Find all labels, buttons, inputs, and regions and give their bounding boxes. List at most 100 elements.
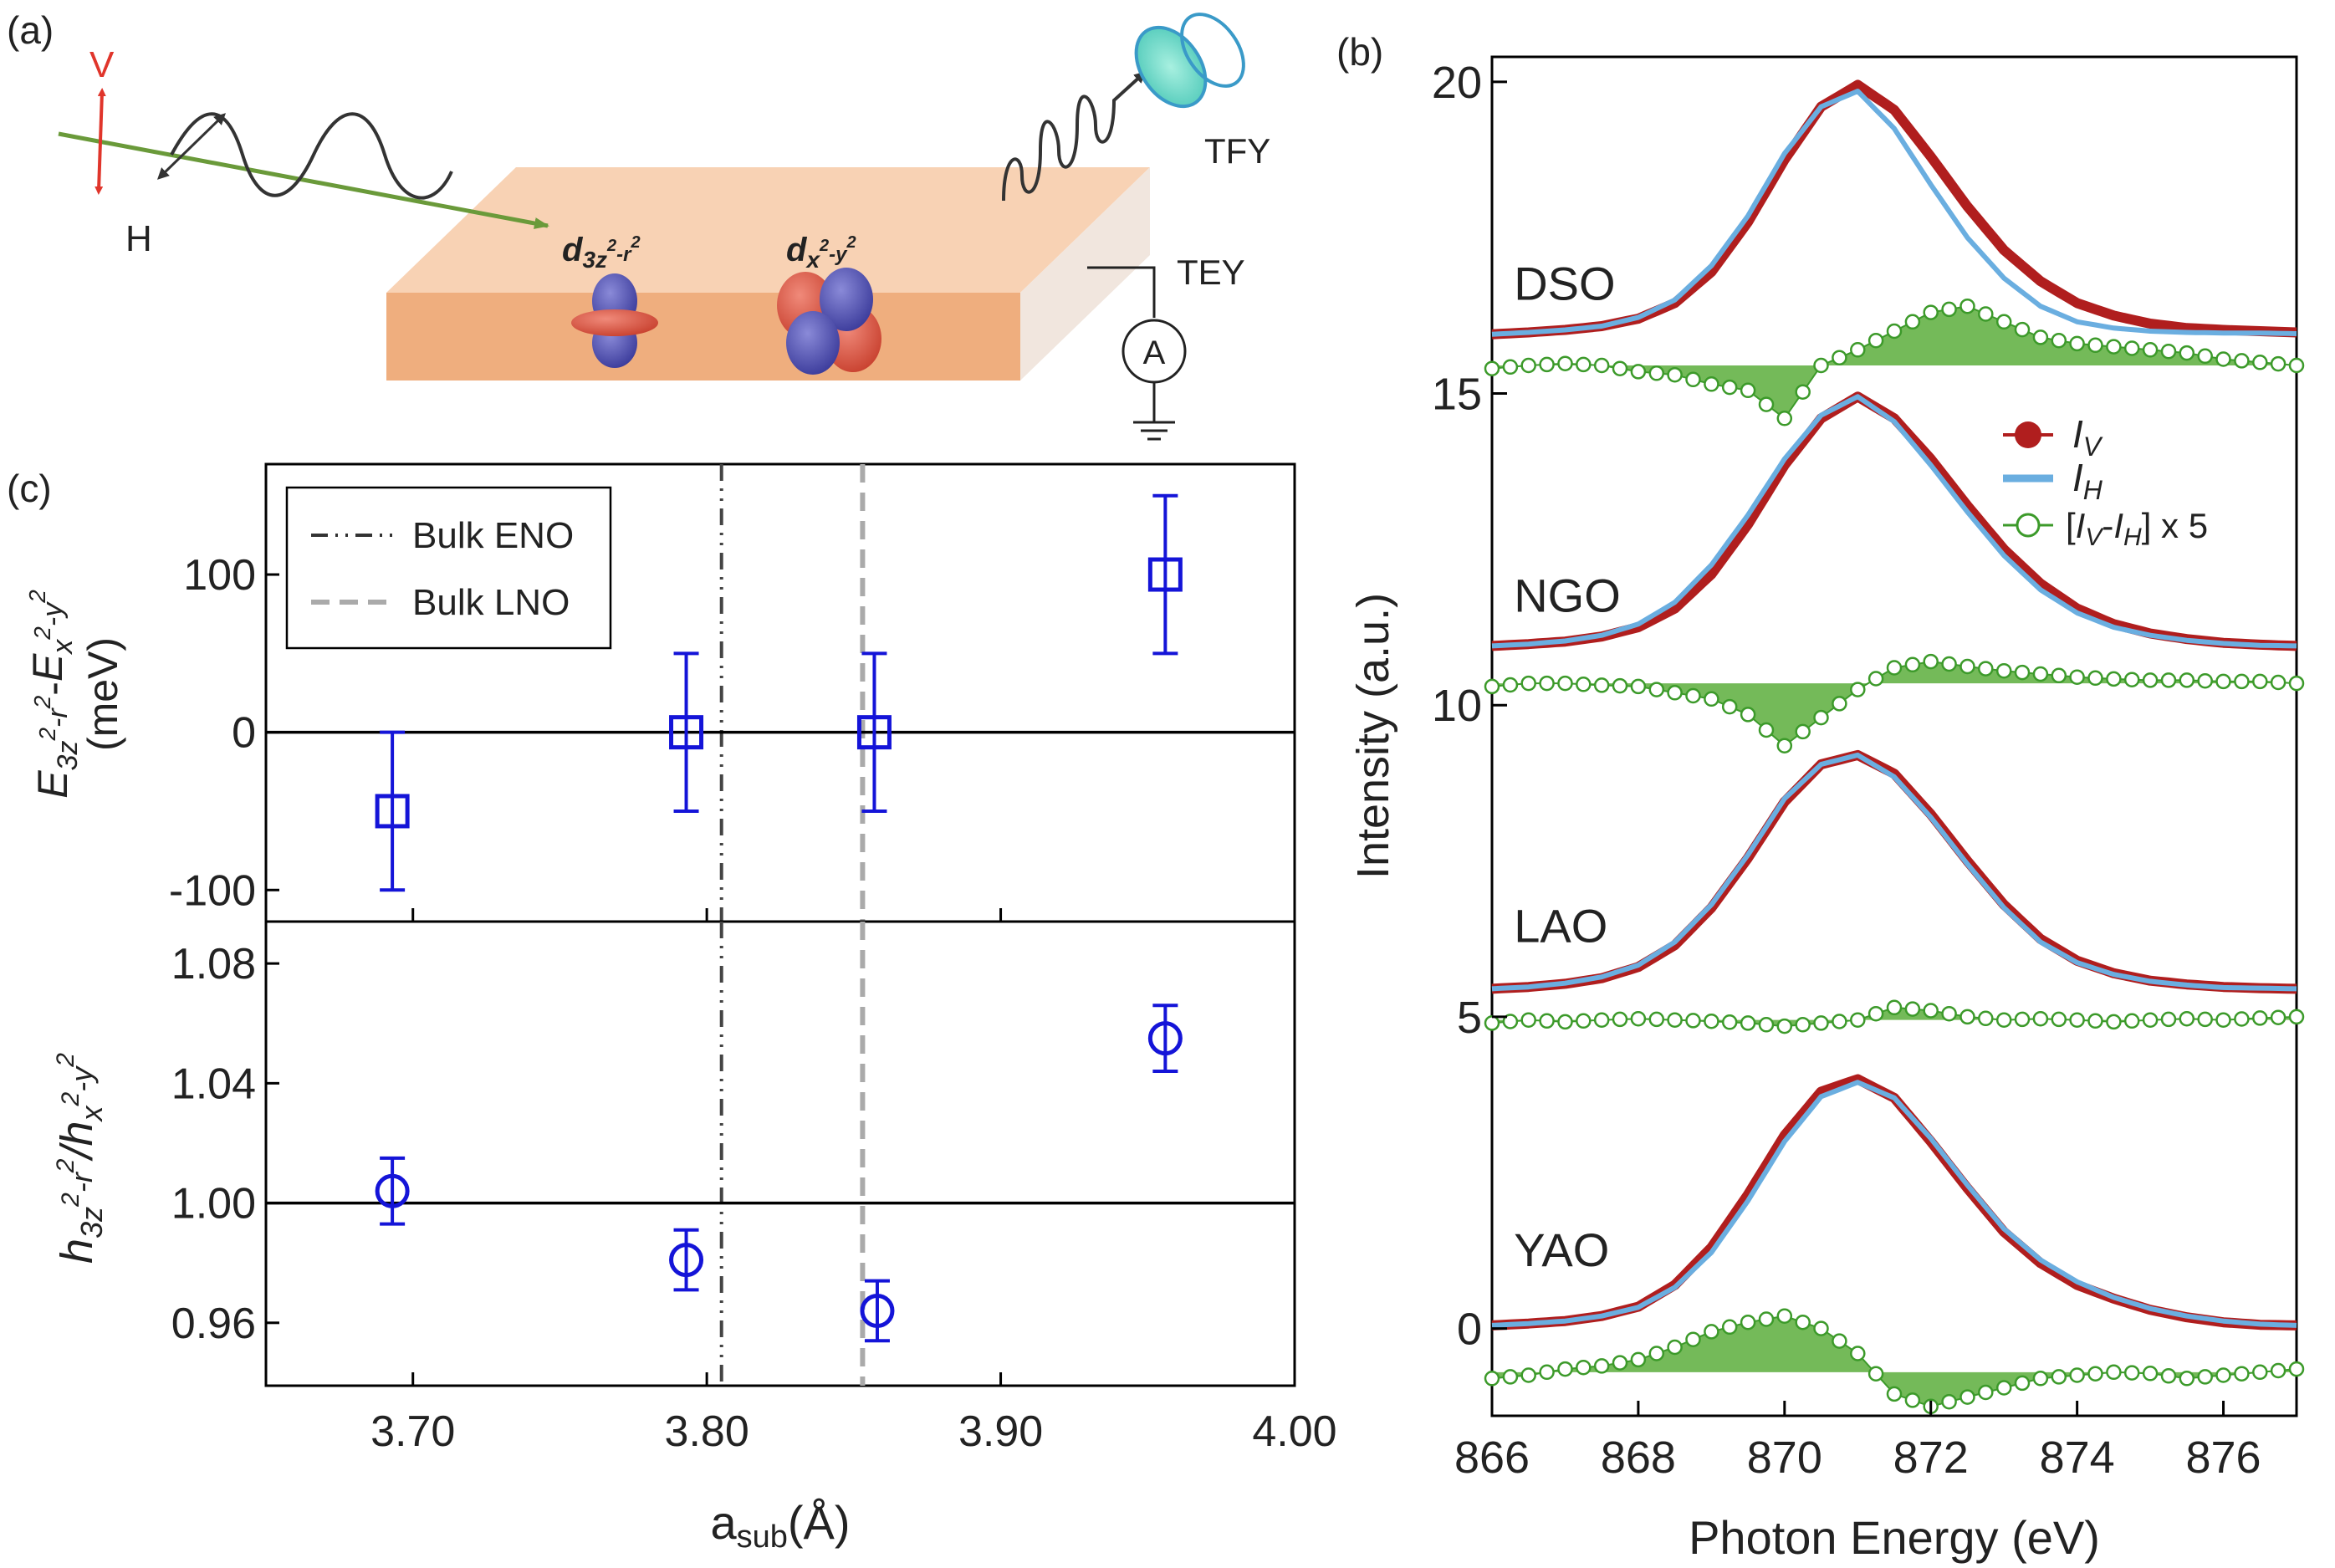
diff-point-yao [2252,1364,2268,1381]
diff-point-lao [1630,1010,1647,1027]
diff-point-dso [1704,376,1719,392]
diff-point-ngo [1740,707,1756,723]
plot-frame-c-bottom [264,920,1296,1387]
diff-point-lao [2123,1013,2140,1029]
diff-point-dso [1740,382,1756,399]
x-tick-label-b: 870 [1747,1433,1822,1483]
diff-point-yao [1704,1324,1719,1340]
sample-slab [386,167,1150,381]
diff-point-lao [1850,1012,1866,1028]
diff-point-lao [2069,1012,2085,1028]
diff-fill-dso [1492,306,2297,419]
panel-a-schematic: (a) V H d3z2-r2 dx2-y2 [7,8,1270,441]
diff-point-yao [1502,1369,1519,1385]
legend-b: IV IH [IV-IH] x 5 [2003,412,2208,551]
y-tick-label-c-bottom: 0.96 [171,1300,256,1348]
diff-point-lao [1539,1013,1555,1029]
legend-eno-text: Bulk ENO [412,515,574,556]
diff-point-yao [1850,1346,1866,1361]
x-tick-label-c-bottom: 3.80 [665,1407,749,1456]
diff-point-lao [1685,1013,1701,1029]
diff-point-ngo [1832,696,1847,712]
diff-point-ngo [1648,682,1665,697]
diff-point-dso [1832,350,1847,365]
data-point-c-bottom [375,1173,410,1208]
diff-point-yao [1995,1380,2012,1396]
diff-point-yao [2142,1366,2159,1382]
diff-point-yao [2270,1362,2286,1379]
legend-diff-text: [IV-IH] x 5 [2066,506,2208,551]
diff-point-ngo [1520,675,1536,692]
diff-point-dso [2252,355,2268,370]
diff-point-dso [1758,396,1775,412]
diff-point-lao [1648,1011,1665,1028]
diff-point-yao [1795,1314,1811,1331]
diff-point-yao [1593,1358,1610,1374]
diff-point-dso [2197,348,2213,365]
diff-point-yao [1539,1364,1555,1381]
legend-lno-text: Bulk LNO [412,582,570,623]
diff-point-yao [2087,1366,2103,1382]
plot-frame-b [1490,55,2298,1417]
diff-point-ngo [1795,723,1811,740]
diff-point-lao [1740,1015,1756,1031]
diff-point-ngo [1704,691,1719,707]
diff-point-lao [1612,1011,1628,1028]
c-bottom-content: 0.96 1.00 1.04 1.08 3.70 3.80 3.90 4.00 [171,922,1337,1456]
y-tick-label-b: 20 [1432,58,1482,108]
diff-point-ngo [1484,678,1500,695]
y-tick-label-b: 5 [1457,993,1482,1043]
diff-point-dso [1502,359,1519,375]
diff-point-lao [1776,1018,1793,1034]
diff-point-ngo [1941,656,1957,672]
orbital-d3z2-r2 [571,273,658,368]
data-point-c-bottom [669,1243,704,1278]
diff-point-yao [2215,1367,2231,1383]
diff-point-yao [1630,1351,1647,1368]
tey-label: TEY [1177,253,1245,292]
orbital-dx2-y2 [777,268,881,375]
diff-point-yao [2288,1361,2305,1377]
diff-point-ngo [1978,661,1994,677]
diff-point-lao [2234,1011,2250,1027]
diff-point-yao [1520,1367,1536,1383]
x-tick-label-b: 872 [1893,1433,1969,1483]
x-tick-label-b: 876 [2185,1433,2261,1483]
diff-point-yao [2234,1366,2250,1382]
y-axis-title-c-bottom: h3z2-r2/hx2-y2 [52,1053,109,1264]
diff-point-dso [2069,335,2085,352]
diff-point-dso [2270,355,2286,372]
y-tick-label-c-top: -100 [169,866,256,915]
diff-point-dso [2288,357,2305,374]
diff-point-ngo [2234,673,2250,690]
diff-point-dso [1576,356,1592,373]
diff-point-dso [2215,351,2231,367]
diff-point-yao [1758,1311,1775,1327]
diff-point-ngo [1576,677,1592,692]
diff-point-dso [1612,360,1628,376]
diff-point-lao [1593,1012,1610,1028]
y-tick-label-c-top: 0 [232,709,256,758]
diff-point-ngo [1593,677,1610,693]
diff-point-dso [2087,337,2103,354]
diff-point-yao [1612,1355,1628,1371]
diff-point-ngo [2069,669,2085,685]
diff-point-dso [1685,371,1701,388]
data-point-c-top [375,794,410,829]
diff-point-ngo [1850,682,1866,697]
legend-c-box [285,486,612,650]
diff-point-lao [2288,1009,2305,1025]
diff-point-lao [2142,1012,2159,1028]
diff-point-ngo [2087,670,2103,687]
sample-label-lao: LAO [1514,899,1607,952]
diff-point-lao [2252,1010,2268,1026]
diff-point-ngo [1886,660,1903,676]
diff-point-lao [2270,1009,2286,1025]
legend-iv-text: IV [2072,412,2103,462]
diff-point-lao [2215,1012,2231,1028]
c-top-content: -100 0 100 [169,464,1296,922]
diff-point-dso [1648,365,1665,381]
diff-point-dso [1941,301,1957,318]
diff-point-ngo [2051,667,2067,684]
diff-point-lao [1704,1013,1719,1029]
